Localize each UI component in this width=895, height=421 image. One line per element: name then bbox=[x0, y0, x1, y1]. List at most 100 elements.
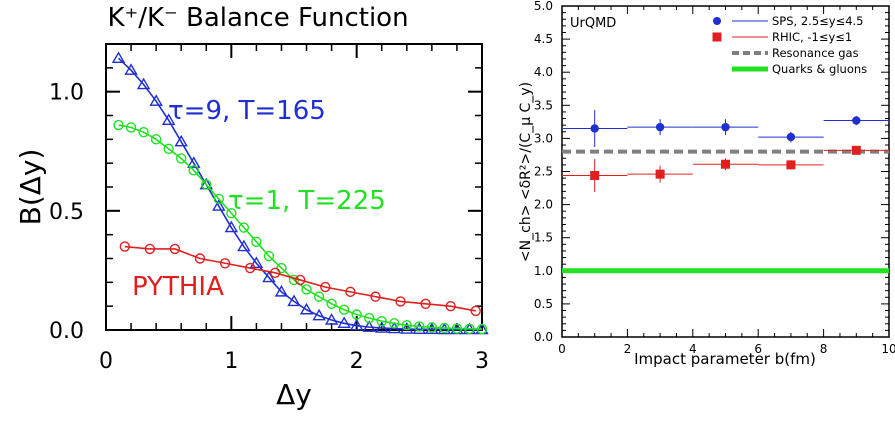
left-data-point-9-t-165 bbox=[262, 270, 276, 283]
left-data-point-pythia bbox=[194, 253, 206, 264]
left-data-point-1-t-225 bbox=[163, 143, 174, 155]
left-data-point-9-t-165 bbox=[362, 320, 376, 332]
left-data-point-9-t-165 bbox=[124, 63, 138, 75]
left-x-tick-label: 1 bbox=[224, 349, 238, 374]
left-data-point-1-t-225 bbox=[238, 222, 250, 233]
left-data-point-pythia bbox=[144, 243, 156, 255]
legend-label-quarks-gluons: Quarks & gluons bbox=[772, 62, 867, 76]
left-x-tick-label: 3 bbox=[475, 349, 489, 374]
left-data-point-9-t-165 bbox=[337, 316, 351, 329]
left-data-point-9-t-165 bbox=[224, 220, 239, 233]
right-x-tick-label: 4 bbox=[689, 342, 697, 356]
left-data-point-9-t-165 bbox=[161, 113, 176, 125]
left-data-point-9-t-165 bbox=[312, 308, 326, 321]
left-data-point-pythia bbox=[244, 262, 256, 274]
right-x-tick-label: 2 bbox=[624, 342, 632, 356]
left-x-tick-label: 0 bbox=[99, 349, 113, 374]
left-y-tick-label: 1.0 bbox=[49, 81, 84, 106]
left-data-point-1-t-225 bbox=[201, 179, 212, 190]
left-data-point-1-t-225 bbox=[451, 323, 463, 334]
right-data-point-rhic-1-y-1 bbox=[851, 145, 861, 155]
left-data-point-1-t-225 bbox=[113, 119, 124, 131]
left-data-point-9-t-165 bbox=[324, 313, 339, 325]
right-y-tick-label: 0.0 bbox=[534, 330, 553, 344]
left-data-point-9-t-165 bbox=[212, 199, 226, 211]
left-data-point-1-t-225 bbox=[326, 298, 337, 309]
left-data-point-1-t-225 bbox=[263, 250, 275, 262]
right-data-point-rhic-1-y-1 bbox=[655, 169, 665, 179]
left-annotations: τ=9, T=165 τ=1, T=225 PYTHIA bbox=[132, 96, 386, 302]
right-legend: SPS, 2.5≤y≤4.5 RHIC, -1≤y≤1 Resonance gas Q… bbox=[712, 14, 867, 76]
right-y-tick-label: 5.0 bbox=[534, 0, 553, 13]
right-data-point-sps-2-5-y-4-5 bbox=[590, 124, 599, 133]
legend-label-rhic-1-y-1: RHIC, -1≤y≤1 bbox=[772, 30, 852, 44]
left-data-point-9-t-165 bbox=[287, 294, 301, 307]
right-x-tick-label: 8 bbox=[820, 342, 828, 356]
left-x-tick-label: 2 bbox=[350, 349, 364, 374]
left-data-point-9-t-165 bbox=[375, 321, 389, 333]
left-data-point-1-t-225 bbox=[351, 309, 362, 320]
left-data-point-1-t-225 bbox=[213, 193, 225, 205]
left-series-line-pythia bbox=[124, 245, 476, 312]
right-ticks: 0 2 4 6 8 10 0.0 0.5 1.0 1.5 2.0 2.5 3.0 3.5 4.0 4.5 5.0 bbox=[534, 0, 895, 356]
annotation-tau9: τ=9, T=165 bbox=[168, 96, 326, 126]
left-data-point-9-t-165 bbox=[274, 284, 289, 297]
left-data-point-1-t-225 bbox=[414, 321, 425, 332]
right-data-point-rhic-1-y-1 bbox=[721, 159, 730, 169]
left-y-tick-label: 0.5 bbox=[49, 200, 84, 225]
left-x-axis-label: Δy bbox=[276, 378, 312, 411]
right-data-point-rhic-1-y-1 bbox=[590, 170, 600, 180]
legend-marker-rhic bbox=[712, 32, 722, 42]
right-data-point-rhic-1-y-1 bbox=[786, 160, 796, 170]
right-y-tick-label: 1.0 bbox=[534, 264, 553, 278]
left-data-point-pythia bbox=[420, 298, 431, 309]
left-data-point-1-t-225 bbox=[364, 312, 375, 324]
right-panel: 0 2 4 6 8 10 0.0 0.5 1.0 1.5 2.0 2.5 3.0 3.5 4.0 4.5 5.0… bbox=[518, 0, 895, 368]
left-data-point-pythia bbox=[395, 296, 406, 307]
right-y-tick-label: 2.5 bbox=[534, 165, 553, 179]
right-data-point-sps-2-5-y-4-5 bbox=[721, 122, 730, 132]
left-data-point-1-t-225 bbox=[226, 208, 237, 219]
left-data-point-1-t-225 bbox=[125, 122, 137, 133]
left-data-point-1-t-225 bbox=[313, 291, 325, 302]
right-y-tick-label: 3.5 bbox=[534, 98, 553, 112]
right-y-tick-label: 4.5 bbox=[534, 32, 553, 46]
right-series bbox=[562, 109, 889, 274]
left-data-point-pythia bbox=[219, 258, 231, 269]
right-y-tick-label: 2.0 bbox=[534, 198, 553, 212]
right-y-tick-label: 0.5 bbox=[534, 297, 553, 311]
left-panel: K⁺/K⁻ Balance Function 0 1 2 3 0.0 0.5 1.0 τ=9… bbox=[14, 3, 489, 411]
annotation-tau1: τ=1, T=225 bbox=[228, 186, 386, 216]
left-data-point-9-t-165 bbox=[136, 77, 151, 90]
right-x-tick-label: 6 bbox=[754, 342, 762, 356]
legend-label-sps-2-5-y-4-5: SPS, 2.5≤y≤4.5 bbox=[772, 14, 864, 28]
left-data-point-1-t-225 bbox=[376, 315, 387, 327]
left-data-point-pythia bbox=[295, 274, 306, 286]
left-data-point-9-t-165 bbox=[349, 318, 364, 331]
left-data-point-pythia bbox=[470, 305, 481, 317]
left-data-point-pythia bbox=[119, 241, 131, 252]
legend-label-resonance-gas: Resonance gas bbox=[772, 46, 859, 60]
left-data-point-1-t-225 bbox=[301, 284, 312, 295]
left-data-point-9-t-165 bbox=[412, 322, 427, 334]
left-data-point-1-t-225 bbox=[251, 236, 262, 248]
right-data-point-sps-2-5-y-4-5 bbox=[655, 122, 665, 132]
right-data-point-sps-2-5-y-4-5 bbox=[852, 116, 861, 125]
left-data-point-1-t-225 bbox=[401, 320, 412, 331]
right-x-tick-label: 0 bbox=[558, 342, 566, 356]
left-y-tick-label: 0.0 bbox=[49, 319, 84, 344]
left-data-point-1-t-225 bbox=[439, 322, 450, 334]
left-data-point-pythia bbox=[320, 281, 331, 293]
right-y-axis-label: <N_ch> <δR²>/(C_μ C_y) bbox=[518, 82, 534, 262]
left-data-point-pythia bbox=[445, 300, 456, 312]
left-series bbox=[111, 51, 489, 335]
left-data-point-1-t-225 bbox=[426, 322, 438, 333]
left-data-point-1-t-225 bbox=[389, 318, 400, 329]
right-x-axis-label: Impact parameter b(fm) bbox=[634, 350, 816, 368]
left-ticks: 0 1 2 3 0.0 0.5 1.0 bbox=[49, 44, 489, 374]
annotation-pythia: PYTHIA bbox=[132, 272, 224, 302]
left-data-point-1-t-225 bbox=[476, 323, 488, 335]
left-chart-title: K⁺/K⁻ Balance Function bbox=[107, 3, 408, 33]
